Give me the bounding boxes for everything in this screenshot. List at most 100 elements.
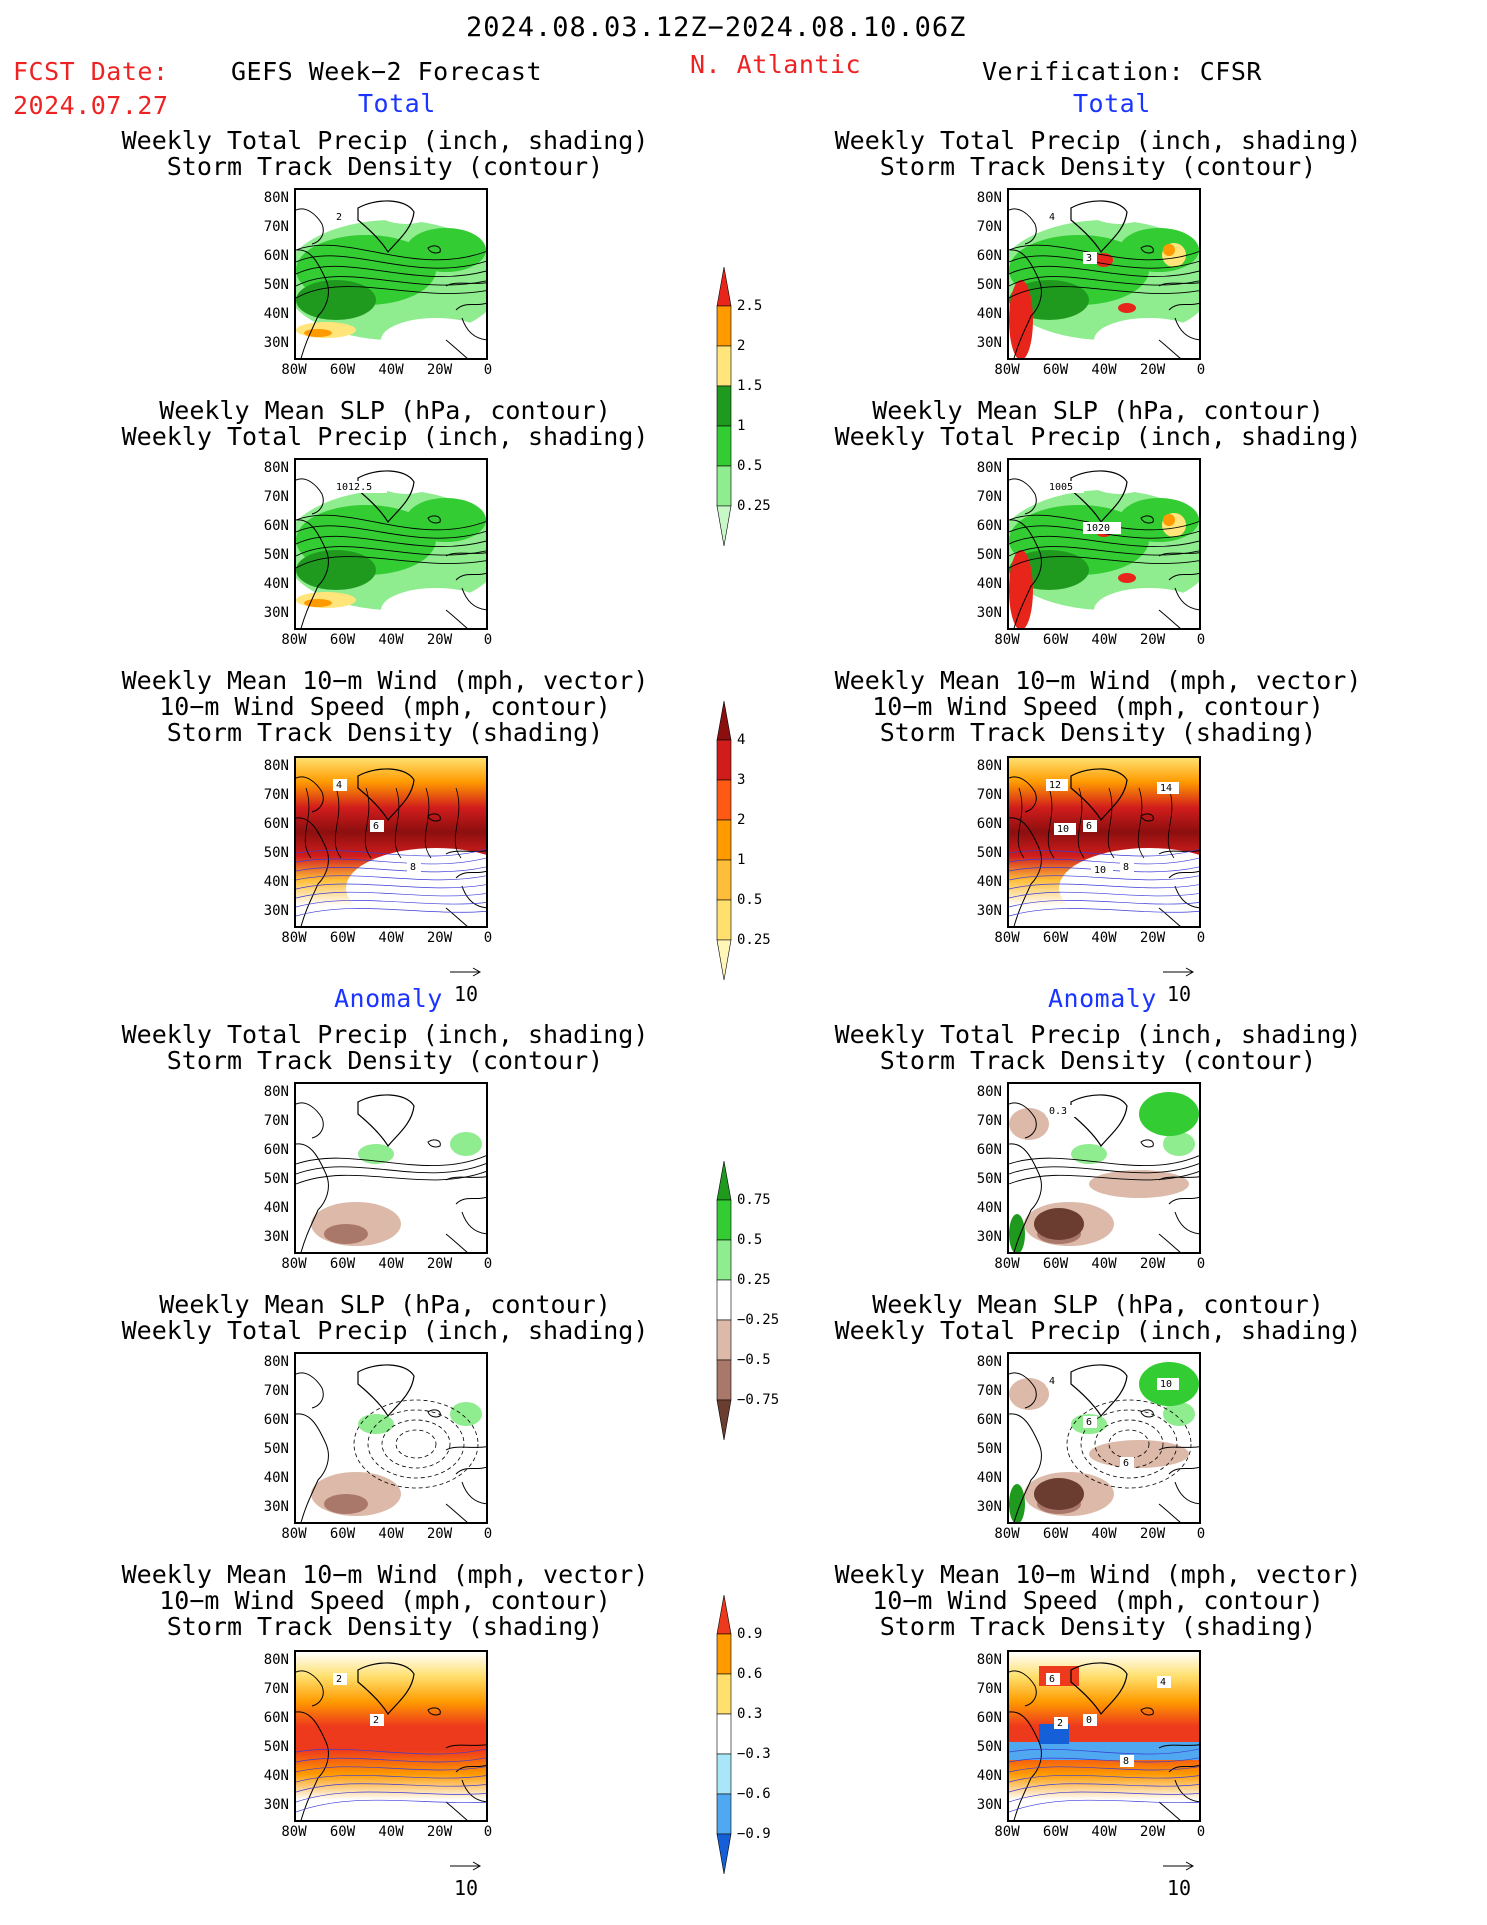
vector-reference-value: 10 <box>453 982 479 1006</box>
colorbar-precip_anom: 0.75 0.5 0.25 −0.25 −0.5 −0.75 <box>716 1160 779 1448</box>
colorbar-segment <box>716 425 732 467</box>
lon-tick-label: 60W <box>1042 632 1069 648</box>
lat-tick-label: 50N <box>263 1171 289 1187</box>
wind-speed-contour <box>1047 787 1055 859</box>
lon-tick-label: 80W <box>994 1526 1020 1542</box>
coastline-north-america <box>296 1102 329 1252</box>
svg-text:10: 10 <box>1094 865 1106 876</box>
wind-vector-field <box>1009 908 1199 917</box>
contour-label: 6 <box>370 820 384 832</box>
colorbar-tick-label: −0.6 <box>737 1786 771 1802</box>
wind-speed-contour <box>1017 787 1025 859</box>
precip-shading-2-5in <box>1118 303 1136 313</box>
colorbar-track_total: 4 3 2 1 0.5 0.25 <box>716 700 771 988</box>
precip-dry-zone <box>381 318 486 358</box>
colorbar-tick-label: −0.3 <box>737 1746 771 1762</box>
lon-tick-label: 20W <box>426 1824 453 1840</box>
slp-anomaly-contour <box>353 1399 479 1489</box>
wind-vector-field <box>296 883 486 890</box>
lon-tick-label: 40W <box>1091 930 1117 946</box>
lon-tick-label: 0 <box>483 1256 493 1272</box>
precip-anomaly-negative <box>1089 1440 1189 1468</box>
wind-vector-field <box>1009 891 1199 899</box>
contour-label: 2 <box>370 1714 384 1726</box>
lon-tick-label: 80W <box>281 1256 307 1272</box>
lat-tick-label: 50N <box>976 277 1002 293</box>
precip-dry-zone <box>1094 588 1199 628</box>
wind-vector-field <box>1009 875 1199 881</box>
wind-vector-anomaly <box>296 1783 486 1793</box>
map-canvas-gefs-total-slp: 1012.5 <box>296 466 486 628</box>
track-contour <box>296 1163 486 1175</box>
track-anomaly-shading <box>296 1652 486 1820</box>
track-anomaly-negative <box>1009 1742 1199 1760</box>
lon-tick-label: 40W <box>1091 1824 1117 1840</box>
slp-anomaly-contour <box>381 1419 451 1469</box>
map-canvas-cfsr-anom-precip: 0.3 <box>1009 1092 1199 1252</box>
fcst-date-label: FCST Date: <box>13 57 169 86</box>
wind-vector-field <box>1009 883 1199 890</box>
map-canvas-gefs-anom-wind: 22 <box>296 1652 486 1820</box>
map-panel-cfsr-anom-wind: 6 0 8 4 2 <box>1007 1650 1201 1822</box>
lat-tick-label: 60N <box>263 816 289 832</box>
coastline-greenland <box>357 470 415 524</box>
coastline-iceland <box>1140 1409 1154 1418</box>
fcst-date-value: 2024.07.27 <box>13 91 169 120</box>
lon-tick-label: 0 <box>1196 632 1206 648</box>
wind-speed-contour <box>1077 787 1085 859</box>
lon-tick-label: 0 <box>483 930 493 946</box>
contour-label: 4 <box>1046 211 1060 223</box>
track-contour <box>1009 1163 1199 1175</box>
colorbar-segment <box>716 1359 732 1401</box>
coastline-iceland <box>427 1409 441 1418</box>
coastline-greenland <box>1070 470 1128 524</box>
lat-tick-label: 70N <box>263 489 289 505</box>
map-panel-gefs-total-precip: 2 <box>294 188 488 360</box>
colorbar-tick-label: 2 <box>737 338 746 354</box>
panel-title-gefs-anom-wind: Weekly Mean 10−m Wind (mph, vector) 10−m… <box>121 1560 649 1641</box>
lat-tick-label: 50N <box>976 1739 1002 1755</box>
lat-tick-label: 30N <box>976 335 1002 351</box>
precip-anomaly-strong-negative <box>1034 1208 1084 1240</box>
colorbar-tick-label: 0.5 <box>737 458 763 474</box>
lat-tick-label: 70N <box>263 787 289 803</box>
precip-anomaly-negative <box>324 1224 368 1244</box>
precip-anomaly-positive <box>450 1402 482 1426</box>
map-panel-cfsr-anom-precip: 0.3 <box>1007 1082 1201 1254</box>
lat-tick-label: 80N <box>263 1652 289 1668</box>
coastline-europe-africa <box>1158 1744 1199 1820</box>
lat-tick-label: 40N <box>263 576 289 592</box>
svg-text:2: 2 <box>1057 1718 1063 1729</box>
lat-tick-label: 50N <box>263 277 289 293</box>
map-canvas-gefs-anom-precip <box>296 1094 486 1252</box>
wind-speed-contour <box>454 787 462 859</box>
lat-tick-label: 60N <box>263 1412 289 1428</box>
coastline-europe-africa <box>445 1176 486 1252</box>
contour-label: 8 <box>407 861 421 873</box>
contour-label: 0 <box>1083 1714 1097 1726</box>
colorbar-segment <box>716 1319 732 1361</box>
wind-speed-contour <box>304 787 312 859</box>
precip-shading-2-5in <box>1118 573 1136 583</box>
colorbar-tick-label: −0.75 <box>737 1392 780 1408</box>
lat-tick-label: 70N <box>263 219 289 235</box>
lon-tick-label: 0 <box>1196 1824 1206 1840</box>
lon-tick-label: 20W <box>1139 930 1166 946</box>
panel-title-cfsr-anom-slp: Weekly Mean SLP (hPa, contour) Weekly To… <box>834 1290 1362 1345</box>
colorbar-tick-label: 0.75 <box>737 1192 771 1208</box>
contour-line <box>296 244 486 261</box>
precip-dry-zone <box>376 466 436 494</box>
coastline-iceland <box>1140 245 1154 254</box>
lon-tick-label: 0 <box>1196 362 1206 378</box>
lat-tick-label: 70N <box>976 787 1002 803</box>
lon-tick-label: 0 <box>1196 1526 1206 1542</box>
lat-tick-label: 40N <box>976 874 1002 890</box>
contour-label: 8 <box>1120 861 1134 873</box>
coastline-north-america <box>1009 1102 1042 1252</box>
lat-tick-label: 60N <box>976 518 1002 534</box>
colorbar-tick-label: 0.9 <box>737 1626 763 1642</box>
svg-text:0: 0 <box>1086 1715 1092 1726</box>
contour-label: 10 <box>1091 864 1113 876</box>
precip-anomaly-positive <box>1071 1144 1107 1164</box>
map-canvas-cfsr-anom-wind: 6 0 8 4 2 <box>1009 1652 1199 1820</box>
